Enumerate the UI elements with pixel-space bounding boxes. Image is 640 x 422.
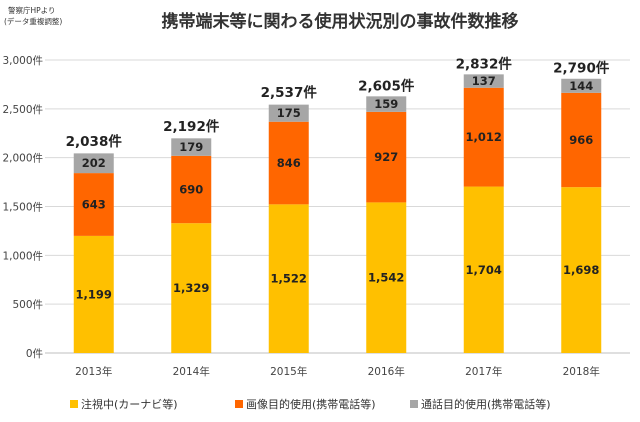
bar-segment	[366, 202, 407, 353]
legend-swatch	[235, 400, 243, 408]
bar-segment	[171, 223, 212, 353]
data-label: 1,012	[466, 130, 502, 144]
legend-swatch	[70, 400, 78, 408]
legend-swatch	[410, 400, 418, 408]
bar-segment	[73, 235, 114, 353]
bar-segment	[366, 96, 407, 112]
bar-segment	[463, 87, 504, 187]
x-tick-label: 2013年	[75, 365, 112, 378]
bar-segment	[73, 173, 114, 236]
total-label: 2,790件	[553, 60, 610, 77]
data-label: 966	[569, 133, 593, 147]
x-tick-label: 2015年	[270, 365, 307, 378]
bar-segment	[463, 74, 504, 88]
total-label: 2,605件	[358, 78, 415, 95]
total-label: 2,038件	[66, 133, 123, 150]
y-tick-label: 0件	[26, 348, 43, 360]
data-label: 159	[374, 97, 398, 111]
y-tick-label: 2,500件	[2, 104, 43, 116]
total-label: 2,832件	[456, 55, 513, 72]
data-label: 175	[277, 106, 301, 120]
x-axis: 2013年 2014年 2015年 2016年 2017年 2018年	[75, 365, 600, 378]
total-label: 2,192件	[163, 118, 220, 135]
data-label: 846	[277, 156, 301, 170]
bar-segment	[366, 111, 407, 203]
x-tick-label: 2016年	[368, 365, 405, 378]
bar-segment	[73, 153, 114, 174]
bar-segment	[171, 138, 212, 156]
y-axis: 0件 500件 1,000件 1,500件 2,000件 2,500件 3,000件	[2, 55, 43, 360]
data-label: 137	[472, 74, 496, 88]
legend-label: 画像目的使用(携帯電話等)	[246, 397, 376, 411]
y-tick-label: 1,000件	[2, 250, 43, 262]
data-label: 202	[82, 156, 106, 170]
source-note-line1: 警察庁HPより	[8, 5, 56, 15]
data-label: 1,199	[76, 287, 112, 301]
legend-label: 通話目的使用(携帯電話等)	[421, 397, 551, 411]
legend-label: 注視中(カーナビ等)	[81, 397, 178, 411]
bar-segment	[268, 204, 309, 353]
y-tick-label: 2,000件	[2, 153, 43, 165]
y-tick-label: 500件	[12, 299, 43, 311]
x-tick-label: 2017年	[465, 365, 502, 378]
bar-segment	[463, 186, 504, 353]
data-label: 690	[179, 183, 203, 197]
data-label: 1,542	[368, 271, 404, 285]
y-tick-label: 1,500件	[2, 202, 43, 214]
bar-segment	[268, 121, 309, 205]
data-label: 1,698	[563, 263, 599, 277]
data-label: 144	[569, 79, 593, 93]
gridlines	[45, 59, 630, 354]
bar-segment	[171, 155, 212, 224]
total-label: 2,537件	[261, 84, 318, 101]
data-label: 643	[82, 197, 106, 211]
bar-segment	[561, 78, 602, 93]
bar-segment	[561, 92, 602, 188]
data-label: 1,329	[173, 281, 209, 295]
data-label: 1,522	[271, 272, 307, 286]
bar-segment	[561, 187, 602, 353]
source-note-line2: (データ重複調整)	[4, 16, 62, 26]
bars: 1,199 643 202 2,038件 1,329 690 179 2,192件 1,522 8…	[66, 55, 610, 353]
data-label: 179	[179, 140, 203, 154]
x-tick-label: 2018年	[563, 365, 600, 378]
data-label: 1,704	[466, 263, 502, 277]
legend: 注視中(カーナビ等) 画像目的使用(携帯電話等) 通話目的使用(携帯電話等)	[70, 397, 551, 411]
bar-segment	[268, 104, 309, 122]
chart-title: 携帯端末等に関わる使用状況別の事故件数推移	[162, 11, 519, 32]
y-tick-label: 3,000件	[2, 55, 43, 67]
data-label: 927	[374, 150, 398, 164]
x-tick-label: 2014年	[173, 365, 210, 378]
